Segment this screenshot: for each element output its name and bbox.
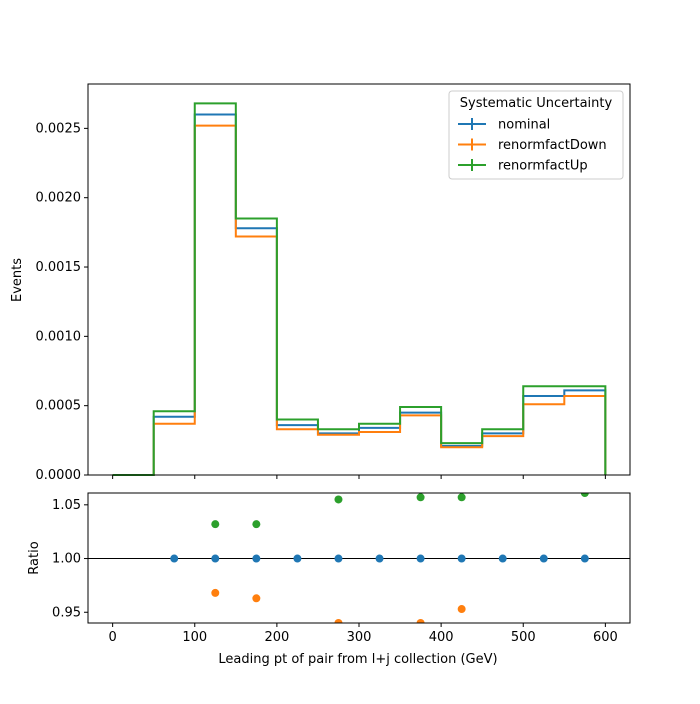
ratio-point-nominal (498, 554, 507, 563)
main-y-axis-label: Events (10, 258, 25, 302)
ratio-x-axis-ticks: 0 100 200 300 400 500 600 (108, 623, 618, 645)
x-tick-label: 0 (108, 630, 116, 645)
histogram-series-group (112, 102, 607, 476)
ratio-point-renormfactDown (211, 588, 220, 597)
ratio-point-nominal (580, 554, 589, 563)
ratio-y-axis-label: Ratio (27, 541, 42, 574)
legend: Systematic Uncertainty nominal renormfact… (448, 90, 624, 180)
legend-box (448, 90, 624, 180)
x-tick-label: 500 (511, 630, 536, 645)
ratio-point-nominal (416, 554, 425, 563)
main-y-tick-label: 0.0005 (36, 399, 82, 414)
legend-label: renormfactUp (498, 159, 588, 174)
x-axis-label: Leading pt of pair from l+j collection (… (218, 652, 497, 667)
ratio-point-renormfactUp (211, 520, 220, 529)
ratio-point-nominal (334, 554, 343, 563)
main-y-tick-label: 0.0000 (36, 468, 82, 483)
main-histogram-panel: 0.0000 0.0005 0.0010 0.0015 0.0020 0.0025 Eve… (10, 83, 631, 483)
x-tick-label: 200 (264, 630, 289, 645)
ratio-point-nominal (252, 554, 261, 563)
ratio-point-nominal (457, 554, 466, 563)
ratio-point-nominal (539, 554, 548, 563)
ratio-point-renormfactUp (334, 495, 343, 504)
ratio-point-nominal (170, 554, 179, 563)
ratio-y-tick-label: 1.00 (52, 552, 81, 567)
legend-label: nominal (498, 118, 550, 133)
ratio-point-renormfactDown (252, 594, 261, 603)
main-x-axis-ticks (112, 475, 606, 479)
ratio-y-tick-label: 0.95 (52, 605, 81, 620)
x-tick-label: 300 (347, 630, 372, 645)
ratio-point-renormfactDown (334, 619, 343, 623)
main-y-tick-label: 0.0015 (36, 260, 82, 275)
ratio-point-renormfactDown (457, 605, 466, 614)
ratio-point-nominal (211, 554, 220, 563)
ratio-point-renormfactUp (416, 493, 425, 502)
ratio-panel: 0.95 1.00 1.05 0 100 200 300 400 500 600 Ratio L… (27, 492, 631, 667)
ratio-point-renormfactDown (416, 619, 425, 623)
main-y-tick-label: 0.0025 (36, 121, 82, 136)
legend-entry-renormfactUp: renormfactUp (458, 159, 588, 174)
ratio-point-renormfactUp (457, 493, 466, 502)
x-tick-label: 100 (182, 630, 207, 645)
main-y-axis-ticks: 0.0000 0.0005 0.0010 0.0015 0.0020 0.0025 (36, 121, 88, 483)
main-y-tick-label: 0.0020 (36, 191, 82, 206)
legend-entry-renormfactDown: renormfactDown (458, 138, 607, 153)
legend-entry-nominal: nominal (458, 118, 550, 133)
ratio-points-group (170, 493, 589, 623)
ratio-point-renormfactUp (580, 493, 589, 497)
ratio-y-axis-ticks: 0.95 1.00 1.05 (52, 498, 88, 620)
ratio-y-tick-label: 1.05 (52, 498, 81, 513)
legend-entries: nominal renormfactDown renormfactUp (458, 118, 607, 174)
histogram-line-renormfactUp (112, 102, 607, 476)
ratio-point-nominal (375, 554, 384, 563)
main-y-tick-label: 0.0010 (36, 329, 82, 344)
legend-title: Systematic Uncertainty (460, 96, 613, 111)
ratio-point-nominal (293, 554, 302, 563)
x-tick-label: 600 (593, 630, 618, 645)
x-tick-label: 400 (429, 630, 454, 645)
legend-label: renormfactDown (498, 138, 607, 153)
ratio-point-renormfactUp (252, 520, 261, 529)
